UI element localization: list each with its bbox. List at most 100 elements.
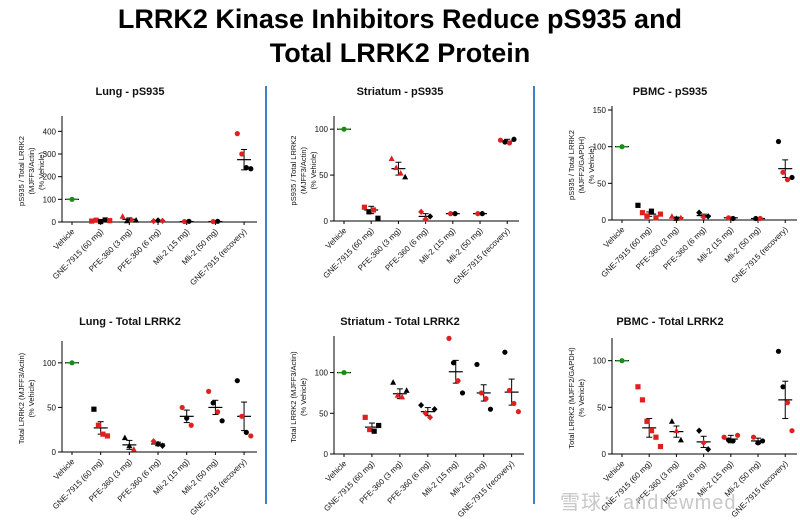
data-point bbox=[789, 428, 795, 434]
data-point bbox=[730, 215, 736, 222]
data-point bbox=[639, 210, 646, 216]
data-point bbox=[418, 208, 425, 216]
data-point bbox=[393, 164, 400, 171]
chart-title: Striatum - pS935 bbox=[357, 86, 444, 98]
page-title: LRRK2 Kinase Inhibitors Reduce pS935 and… bbox=[0, 2, 800, 70]
y-tick-label: 0 bbox=[52, 448, 57, 457]
y-tick-label: 50 bbox=[597, 179, 606, 188]
y-axis-label: (MJFF2/GAPDH) bbox=[577, 136, 586, 194]
data-point bbox=[89, 218, 95, 224]
data-point bbox=[107, 218, 113, 224]
y-axis-label: pS935 / Total LRRK2 bbox=[17, 136, 26, 206]
data-point bbox=[478, 390, 485, 396]
data-point bbox=[668, 418, 675, 424]
data-point bbox=[459, 390, 466, 396]
chart-title: Lung - Total LRRK2 bbox=[79, 316, 181, 328]
data-point bbox=[248, 166, 254, 172]
data-point bbox=[376, 422, 382, 429]
y-axis-label: (% Vehicle) bbox=[309, 151, 318, 189]
data-point bbox=[446, 335, 452, 341]
data-point bbox=[431, 406, 438, 413]
divider-left bbox=[265, 86, 267, 504]
data-point bbox=[515, 409, 521, 415]
data-point bbox=[511, 136, 517, 142]
y-tick-label: 300 bbox=[43, 150, 57, 159]
y-axis-label: (MJFF3/Actin) bbox=[299, 146, 308, 194]
data-point bbox=[121, 434, 128, 441]
data-point bbox=[181, 218, 188, 225]
data-point bbox=[455, 378, 461, 384]
y-axis-label: (% Vehicle) bbox=[299, 378, 308, 416]
data-point bbox=[397, 170, 404, 176]
data-point bbox=[124, 217, 131, 224]
data-point bbox=[775, 348, 782, 354]
y-tick-label: 100 bbox=[593, 143, 607, 152]
data-point bbox=[789, 174, 795, 181]
data-point bbox=[128, 216, 135, 223]
data-point bbox=[705, 446, 712, 453]
data-point bbox=[402, 173, 409, 180]
data-point bbox=[119, 213, 126, 219]
data-point bbox=[750, 434, 757, 440]
data-point bbox=[483, 396, 489, 402]
y-tick-label: 100 bbox=[315, 369, 329, 378]
y-tick-label: 0 bbox=[602, 450, 607, 459]
watermark: 雪球：andrewmed bbox=[560, 492, 737, 514]
y-tick-label: 0 bbox=[52, 218, 57, 227]
data-point bbox=[644, 213, 650, 219]
data-point bbox=[248, 433, 254, 439]
data-point bbox=[366, 209, 372, 215]
y-tick-label: 100 bbox=[43, 195, 57, 204]
data-point bbox=[399, 393, 406, 400]
data-point bbox=[657, 211, 664, 217]
y-tick-label: 50 bbox=[47, 403, 56, 412]
data-point bbox=[447, 211, 454, 217]
data-point bbox=[243, 165, 249, 171]
data-point bbox=[653, 434, 659, 440]
data-point bbox=[700, 439, 707, 446]
data-point bbox=[696, 209, 703, 216]
y-axis-label: Total LRRK2 (MJFF2/GAPDH) bbox=[567, 347, 576, 449]
y-tick-label: 100 bbox=[593, 357, 607, 366]
data-point bbox=[93, 217, 99, 223]
data-point bbox=[403, 387, 410, 393]
data-point bbox=[753, 215, 759, 222]
y-tick-label: 200 bbox=[43, 173, 57, 182]
data-point bbox=[155, 217, 162, 224]
data-point bbox=[362, 414, 368, 420]
data-point bbox=[100, 431, 106, 437]
data-point bbox=[427, 414, 434, 421]
y-tick-label: 100 bbox=[315, 125, 329, 134]
y-axis-label: Total LRRK2 (MJFF3/Actin) bbox=[289, 351, 298, 443]
page-title-line1: LRRK2 Kinase Inhibitors Reduce pS935 and bbox=[117, 4, 683, 34]
data-point bbox=[130, 446, 137, 452]
data-point bbox=[150, 438, 157, 445]
data-point bbox=[104, 433, 111, 439]
data-point bbox=[133, 216, 140, 223]
data-point bbox=[186, 218, 192, 224]
data-point bbox=[215, 409, 221, 415]
y-tick-label: 0 bbox=[602, 216, 607, 225]
data-point bbox=[673, 427, 680, 434]
data-point bbox=[95, 422, 102, 428]
data-point bbox=[388, 155, 395, 161]
data-point bbox=[725, 215, 732, 221]
data-point bbox=[91, 406, 97, 412]
data-point bbox=[784, 400, 791, 406]
data-point bbox=[506, 387, 512, 394]
data-point bbox=[422, 215, 429, 223]
y-tick-label: 0 bbox=[324, 217, 329, 226]
data-point bbox=[673, 215, 680, 221]
data-point bbox=[239, 151, 245, 157]
y-axis-label: (% Vehicle) bbox=[587, 146, 596, 184]
data-point bbox=[757, 215, 763, 222]
data-point bbox=[361, 204, 368, 210]
data-point bbox=[341, 126, 347, 132]
data-point bbox=[648, 428, 655, 434]
data-point bbox=[234, 131, 240, 137]
y-axis-label: pS935 / Total LRRK2 bbox=[289, 136, 298, 206]
